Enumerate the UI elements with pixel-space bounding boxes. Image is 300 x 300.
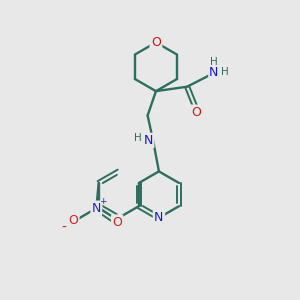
- Text: N: N: [92, 202, 101, 215]
- Text: N: N: [154, 211, 164, 224]
- Text: O: O: [68, 214, 78, 227]
- Text: O: O: [151, 36, 161, 49]
- Text: +: +: [99, 197, 106, 206]
- Text: N: N: [144, 134, 153, 147]
- Text: -: -: [61, 221, 66, 235]
- Text: O: O: [112, 216, 122, 229]
- Text: H: H: [134, 133, 142, 142]
- Text: H: H: [221, 68, 229, 77]
- Text: O: O: [191, 106, 201, 119]
- Text: N: N: [209, 66, 219, 79]
- Text: H: H: [210, 57, 218, 67]
